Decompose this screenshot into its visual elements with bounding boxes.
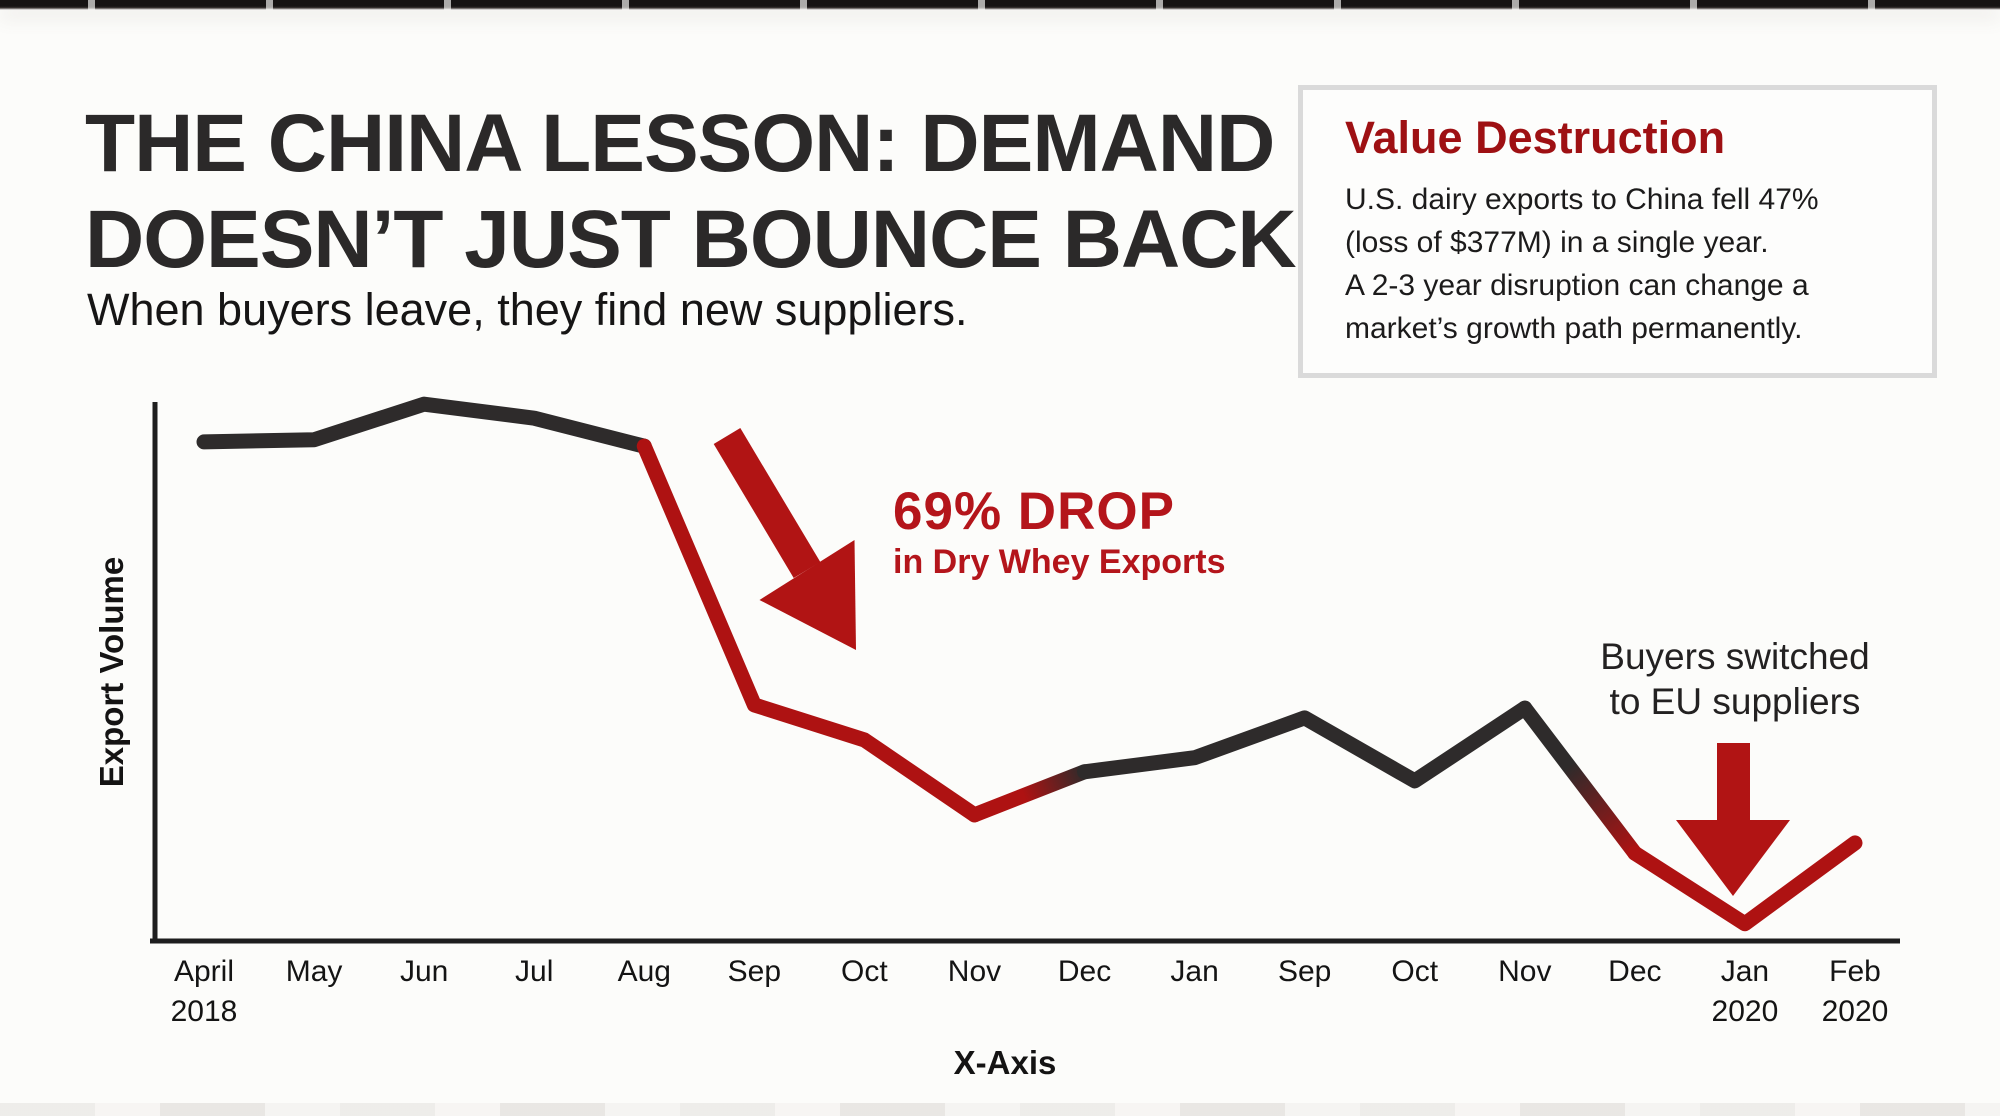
line-segment: [1077, 700, 1533, 789]
page-subtitle: When buyers leave, they find new supplie…: [87, 284, 968, 335]
x-tick-label: Jun: [399, 955, 449, 988]
page-title-line1: THE CHINA LESSON: DEMAND: [85, 98, 1275, 189]
line-segment: [966, 764, 1093, 823]
x-tick-label: May: [285, 955, 343, 988]
callout-heading: Value Destruction: [1345, 112, 1726, 163]
drop-annotation-subline: in Dry Whey Exports: [893, 543, 1226, 581]
callout-line: A 2-3 year disruption can change a: [1345, 269, 1809, 302]
drop-annotation: 69% DROP in Dry Whey Exports: [893, 484, 1226, 582]
down-arrow-icon: [1676, 743, 1790, 896]
line-segment: [1627, 835, 1863, 932]
chart-axes: [150, 402, 1900, 944]
callout-line: (loss of $377M) in a single year.: [1345, 226, 1769, 259]
y-axis-title: Export Volume: [93, 556, 130, 788]
export-volume-line: [196, 396, 1863, 932]
top-video-artifact-bar: [0, 0, 2000, 10]
page-title: THE CHINA LESSON: DEMAND DOESN’T JUST BO…: [85, 96, 1297, 288]
line-segment: [636, 438, 982, 823]
callout-line: market’s growth path permanently.: [1345, 312, 1803, 345]
x-tick-label: Dec: [1608, 955, 1662, 988]
buyers-annotation-line1: Buyers switched: [1600, 636, 1870, 677]
x-tick-label: Feb 2020: [1821, 955, 1889, 1028]
x-tick-label: Dec: [1057, 955, 1112, 988]
x-tick-label: Oct: [841, 955, 888, 988]
x-tick-label: Nov: [1498, 955, 1552, 988]
x-tick-label: Oct: [1391, 955, 1439, 988]
drop-annotation-headline: 69% DROP: [893, 482, 1175, 541]
page-title-line2: DOESN’T JUST BOUNCE BACK: [85, 194, 1297, 285]
x-axis-title: X-Axis: [953, 1044, 1057, 1081]
drop-arrow-icon: [713, 428, 856, 650]
x-tick-label: Nov: [947, 955, 1002, 988]
x-tick-label: Jan: [1170, 955, 1219, 988]
buyers-annotation: Buyers switched to EU suppliers: [1535, 634, 1935, 724]
line-segment: [196, 396, 652, 454]
value-destruction-callout: Value Destruction U.S. dairy exports to …: [1298, 85, 1937, 378]
x-tick-label: Jul: [515, 955, 554, 988]
x-tick-label: Sep: [1277, 955, 1332, 988]
buyers-annotation-line2: to EU suppliers: [1609, 681, 1861, 722]
x-tick-label: Jan 2020: [1711, 955, 1779, 1028]
x-tick-label: April 2018: [170, 955, 238, 1028]
callout-line: U.S. dairy exports to China fell 47%: [1345, 183, 1819, 216]
bottom-video-artifact-bar: [0, 1103, 2000, 1116]
line-segment: [1517, 700, 1643, 861]
x-tick-label: Sep: [727, 955, 782, 988]
x-tick-label: Aug: [617, 955, 671, 988]
